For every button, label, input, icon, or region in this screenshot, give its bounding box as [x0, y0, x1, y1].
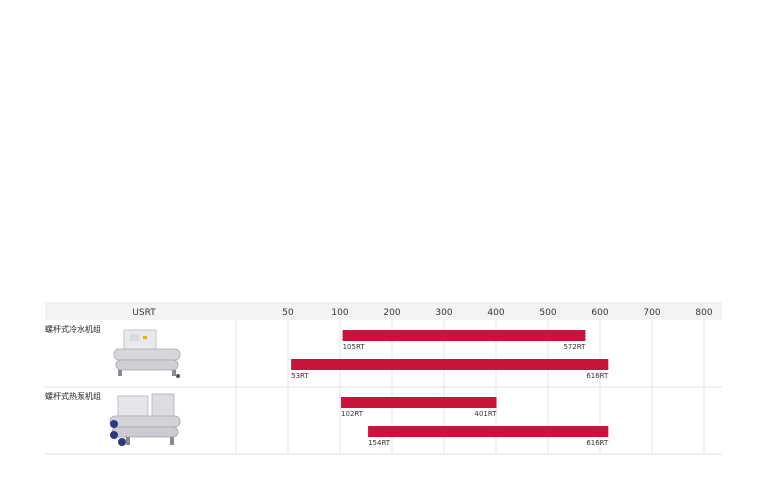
tick-layer: 50 100 200 300 400 500 600 700 800	[282, 308, 713, 318]
group-label-screw-heat-pump: 螺杆式热泵机组	[45, 391, 101, 401]
range-min-label-g2-r1: 102RT	[341, 410, 364, 418]
range-max-label-g1-r1: 572RT	[563, 343, 586, 351]
range-bar-g1-r1	[342, 330, 586, 341]
tick-label-500: 500	[539, 308, 556, 318]
range-min-label-g1-r1: 105RT	[343, 343, 366, 351]
unit-label: USRT	[132, 308, 156, 318]
tick-label-800: 800	[695, 308, 712, 318]
range-bar-g2-r1	[341, 397, 497, 408]
tick-label-50: 50	[282, 308, 294, 318]
range-max-label-g2-r1: 401RT	[475, 410, 498, 418]
screw-chiller-unit-image	[113, 329, 181, 378]
range-max-label-g2-r2: 616RT	[586, 439, 609, 447]
tick-label-700: 700	[643, 308, 660, 318]
tick-label-200: 200	[383, 308, 400, 318]
range-bar-g1-r2	[291, 359, 609, 370]
range-min-label-g2-r2: 154RT	[368, 439, 391, 447]
screw-heat-pump-unit-image	[109, 393, 181, 446]
tick-label-100: 100	[331, 308, 348, 318]
group-label-screw-chiller: 螺杆式冷水机组	[45, 324, 101, 334]
header-bar	[45, 302, 722, 320]
range-max-label-g1-r2: 616RT	[586, 372, 609, 380]
tick-label-300: 300	[435, 308, 452, 318]
bar-layer: 105RT 572RT 53RT 616RT 102RT 401RT 154RT 616RT	[291, 330, 609, 447]
range-min-label-g1-r2: 53RT	[291, 372, 309, 380]
range-bar-g2-r2	[368, 426, 609, 437]
tick-label-600: 600	[591, 308, 608, 318]
tick-label-400: 400	[487, 308, 504, 318]
